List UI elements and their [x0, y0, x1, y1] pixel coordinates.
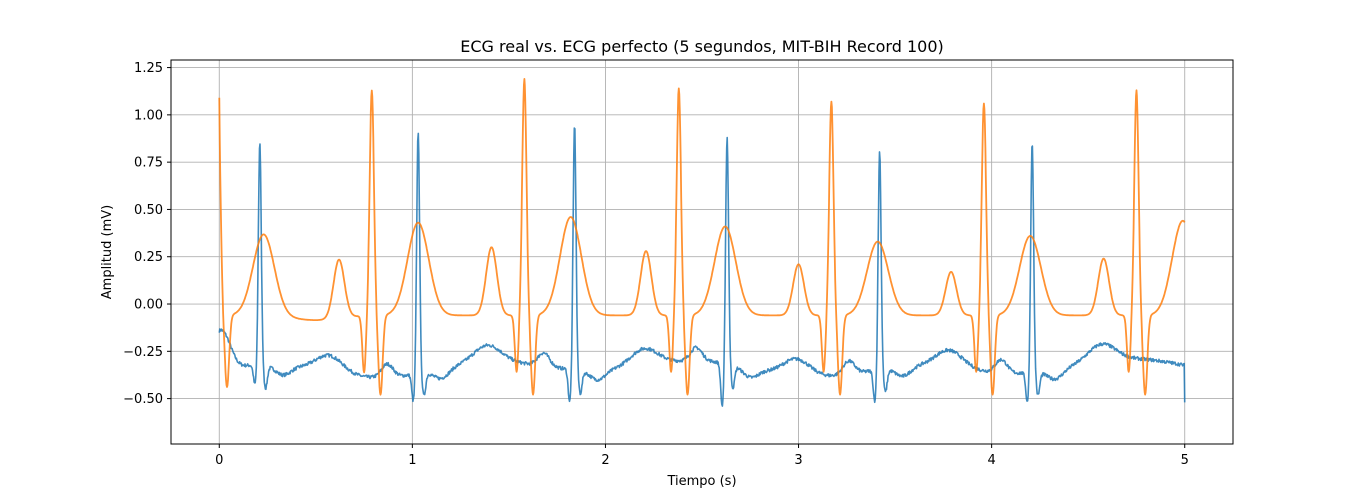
x-tick-label: 3 [794, 453, 802, 468]
chart-title: ECG real vs. ECG perfecto (5 segundos, M… [460, 37, 943, 56]
y-tick-label: 1.25 [134, 61, 163, 76]
series-line-perfect [218, 78, 1186, 396]
x-tick-label: 1 [408, 453, 416, 468]
x-tick-label: 5 [1181, 453, 1189, 468]
grid-lines [171, 60, 1233, 444]
y-tick-label: −0.50 [123, 392, 163, 407]
y-tick-label: 0.25 [134, 250, 163, 265]
y-tick-label: 0.75 [134, 156, 163, 171]
series-line-real [218, 127, 1186, 407]
x-tick-label: 0 [215, 453, 223, 468]
y-tick-label: 0.50 [134, 203, 163, 218]
y-tick-label: 1.00 [134, 108, 163, 123]
x-tick-label: 4 [987, 453, 995, 468]
series-layer [218, 78, 1186, 407]
y-tick-label: −0.25 [123, 345, 163, 360]
x-axis-label: Tiempo (s) [666, 474, 736, 489]
plot-frame [170, 59, 1234, 445]
x-tick-label: 2 [601, 453, 609, 468]
y-axis-label: Amplitud (mV) [100, 205, 115, 299]
axes: 0 1 2 3 4 5 −0.50 −0.25 0.00 0.25 0.50 0.75 1.00 1.25 [123, 59, 1234, 468]
y-tick-label: 0.00 [134, 298, 163, 313]
